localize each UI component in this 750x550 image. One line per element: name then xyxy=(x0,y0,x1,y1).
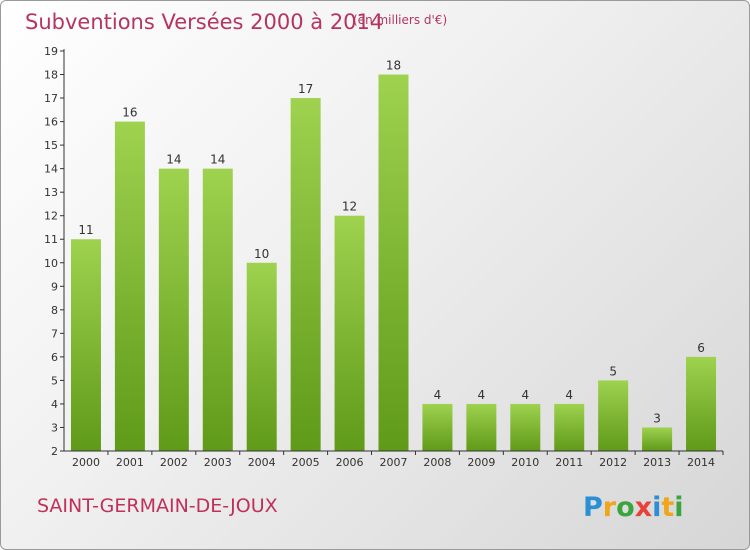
svg-text:Proxiti: Proxiti xyxy=(583,492,684,523)
y-tick-label: 7 xyxy=(51,327,58,340)
data-label: 6 xyxy=(697,341,705,355)
y-tick-label: 6 xyxy=(51,351,58,364)
unit-note: (en milliers d'€) xyxy=(353,13,448,27)
x-tick-label: 2001 xyxy=(116,456,144,469)
y-tick-label: 5 xyxy=(51,374,58,387)
bar-2013 xyxy=(642,427,673,451)
y-tick-label: 13 xyxy=(44,186,58,199)
y-tick-label: 9 xyxy=(51,280,58,293)
y-tick-label: 3 xyxy=(51,421,58,434)
x-tick-label: 2003 xyxy=(204,456,232,469)
data-label: 4 xyxy=(565,388,573,402)
proxiti-logo: Proxiti xyxy=(583,489,693,523)
data-label: 4 xyxy=(521,388,529,402)
x-tick-label: 2007 xyxy=(380,456,408,469)
x-tick-label: 2014 xyxy=(687,456,715,469)
x-tick-label: 2005 xyxy=(292,456,320,469)
bar-2012 xyxy=(598,380,629,451)
data-label: 16 xyxy=(122,106,137,120)
x-tick-label: 2006 xyxy=(336,456,364,469)
bar-2004 xyxy=(246,262,277,451)
x-tick-label: 2010 xyxy=(511,456,539,469)
bar-2009 xyxy=(466,403,497,451)
y-tick-label: 19 xyxy=(44,45,58,58)
bar-2008 xyxy=(422,403,453,451)
bar-2011 xyxy=(554,403,585,451)
y-tick-label: 11 xyxy=(44,233,58,246)
bar-2006 xyxy=(334,215,365,451)
y-tick-label: 4 xyxy=(51,398,58,411)
y-tick-label: 17 xyxy=(44,92,58,105)
y-tick-label: 10 xyxy=(44,257,58,270)
data-label: 14 xyxy=(210,153,225,167)
y-tick-label: 8 xyxy=(51,304,58,317)
x-tick-label: 2011 xyxy=(555,456,583,469)
y-tick-label: 2 xyxy=(51,445,58,458)
x-tick-label: 2009 xyxy=(467,456,495,469)
bar-2003 xyxy=(202,168,233,451)
x-tick-label: 2004 xyxy=(248,456,276,469)
x-tick-label: 2000 xyxy=(72,456,100,469)
commune-name: SAINT-GERMAIN-DE-JOUX xyxy=(37,495,278,517)
bar-2001 xyxy=(114,121,145,452)
y-tick-label: 12 xyxy=(44,210,58,223)
y-tick-label: 14 xyxy=(44,163,58,176)
bar-2005 xyxy=(290,98,321,451)
data-label: 14 xyxy=(166,153,181,167)
y-tick-label: 18 xyxy=(44,69,58,82)
data-label: 4 xyxy=(434,388,442,402)
data-label: 12 xyxy=(342,200,357,214)
bar-2010 xyxy=(510,403,541,451)
data-label: 5 xyxy=(609,364,617,378)
bar-2014 xyxy=(686,356,717,451)
bar-2007 xyxy=(378,74,409,451)
x-tick-label: 2012 xyxy=(599,456,627,469)
y-tick-label: 16 xyxy=(44,116,58,129)
x-tick-label: 2002 xyxy=(160,456,188,469)
data-label: 10 xyxy=(254,247,269,261)
data-label: 11 xyxy=(78,223,93,237)
data-label: 17 xyxy=(298,82,313,96)
data-label: 4 xyxy=(478,388,486,402)
data-label: 18 xyxy=(386,59,401,73)
data-label: 3 xyxy=(653,411,661,425)
x-tick-label: 2013 xyxy=(643,456,671,469)
chart-title: Subventions Versées 2000 à 2014 xyxy=(25,10,384,34)
y-tick-label: 15 xyxy=(44,139,58,152)
bar-2002 xyxy=(158,168,189,451)
x-tick-label: 2008 xyxy=(423,456,451,469)
bar-2000 xyxy=(70,239,101,451)
